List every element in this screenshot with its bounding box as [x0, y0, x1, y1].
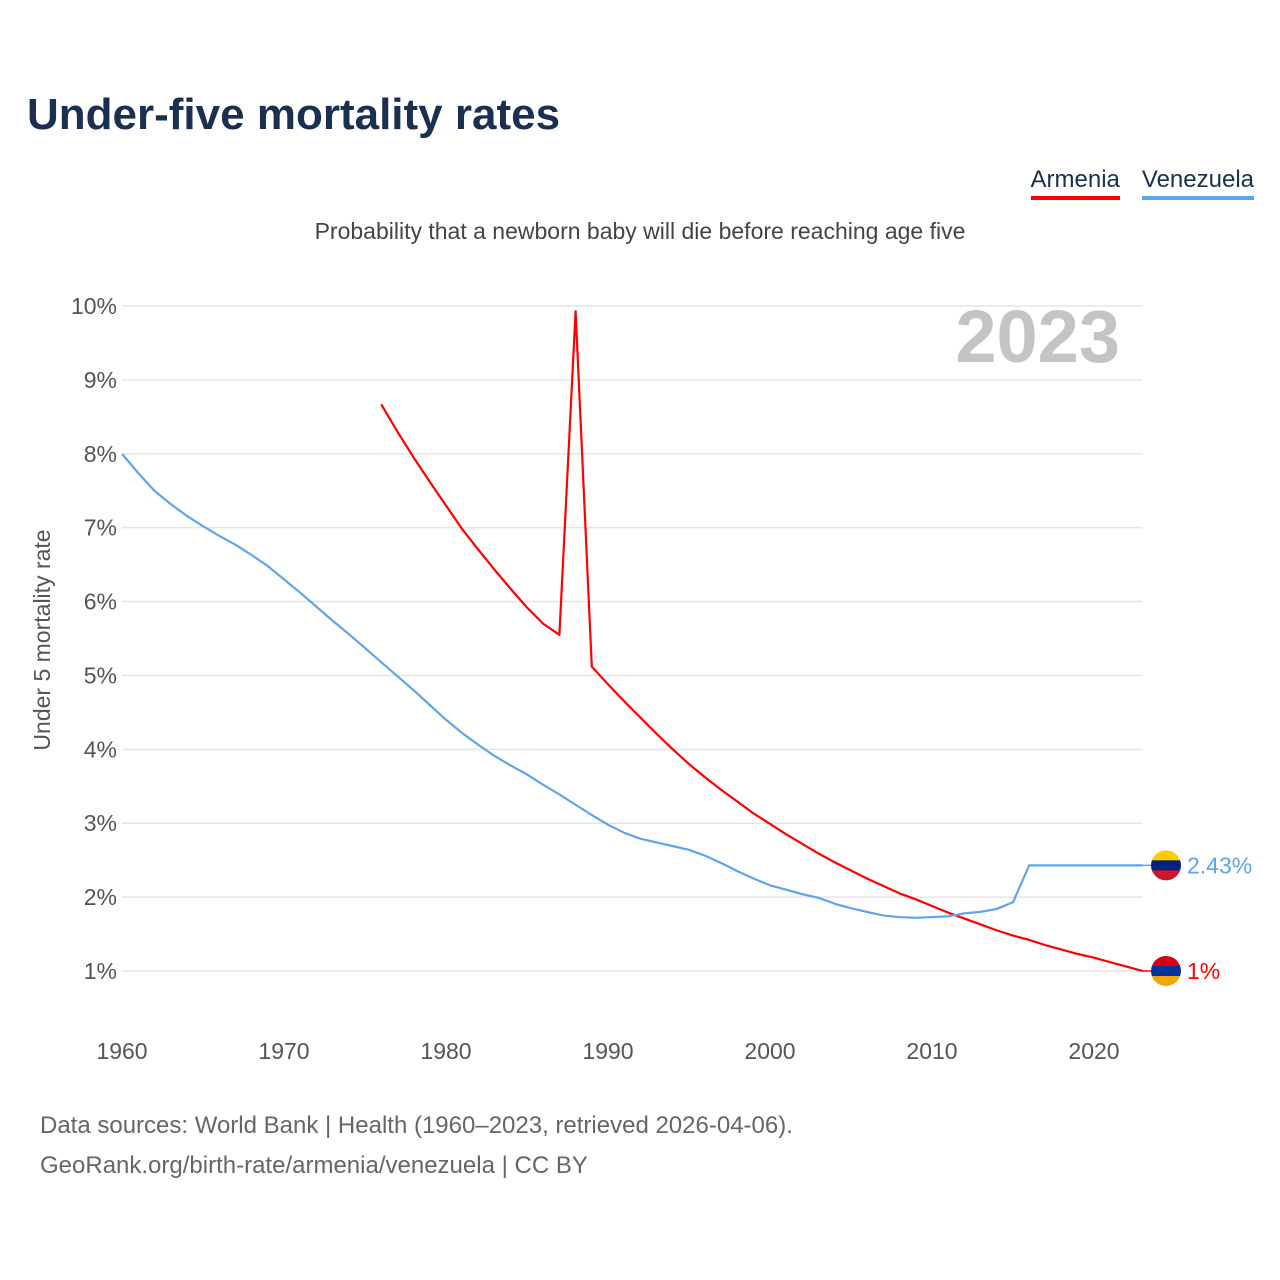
y-tick-label: 10%	[71, 293, 117, 319]
x-tick-label: 1990	[582, 1038, 633, 1064]
end-value-label: 2.43%	[1187, 852, 1252, 878]
footer: Data sources: World Bank | Health (1960–…	[40, 1106, 793, 1186]
x-tick-label: 2020	[1068, 1038, 1119, 1064]
chart-title: Under-five mortality rates	[27, 90, 561, 139]
y-tick-label: 9%	[84, 367, 117, 393]
x-tick-label: 1960	[96, 1038, 147, 1064]
y-axis-label: Under 5 mortality rate	[29, 529, 55, 750]
end-value-label: 1%	[1187, 958, 1220, 984]
source-link[interactable]: GeoRank.org/birth-rate/armenia/venezuela…	[40, 1152, 588, 1179]
y-tick-label: 8%	[84, 441, 117, 467]
y-tick-label: 1%	[84, 958, 117, 984]
legend: Armenia Venezuela	[1030, 166, 1254, 200]
y-tick-label: 3%	[84, 810, 117, 836]
year-label: 2023	[955, 295, 1120, 378]
legend-item-venezuela[interactable]: Venezuela	[1141, 166, 1254, 200]
data-source: Data sources: World Bank | Health (1960–…	[40, 1112, 793, 1139]
flag-stripe	[1151, 860, 1181, 871]
legend-item-armenia[interactable]: Armenia	[1030, 166, 1120, 200]
x-tick-label: 1970	[258, 1038, 309, 1064]
flag-stripe	[1151, 966, 1181, 977]
y-tick-label: 5%	[84, 662, 117, 688]
flag-stripe	[1151, 850, 1181, 861]
flag-stripe	[1151, 956, 1181, 967]
x-tick-label: 2000	[744, 1038, 795, 1064]
chart-subtitle: Probability that a newborn baby will die…	[314, 218, 966, 244]
series-line-armenia	[380, 310, 1143, 973]
x-tick-label: 2010	[906, 1038, 957, 1064]
x-tick-label: 1980	[420, 1038, 471, 1064]
series-line-venezuela	[121, 453, 1143, 919]
y-tick-label: 7%	[84, 515, 117, 541]
flag-icon-venezuela	[1151, 850, 1181, 881]
y-tick-label: 6%	[84, 589, 117, 615]
y-tick-label: 4%	[84, 736, 117, 762]
flag-stripe	[1151, 976, 1181, 986]
y-tick-label: 2%	[84, 884, 117, 910]
flag-icon-armenia	[1151, 956, 1181, 986]
flag-stripe	[1151, 870, 1181, 881]
